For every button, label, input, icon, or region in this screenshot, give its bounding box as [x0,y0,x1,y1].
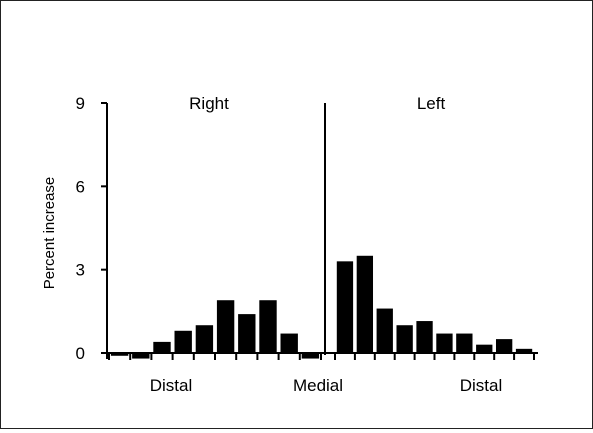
bar-left-4 [396,325,413,353]
bar-right-6 [216,300,235,353]
bar-right-2 [132,353,150,359]
bar-left-6 [436,333,453,353]
bar-left-9 [495,339,513,353]
axes [101,102,538,360]
y-tick-label: 3 [76,261,85,280]
bar-left-7 [456,333,473,353]
panel-label-left: Left [417,94,446,113]
x-label-medial-2: Medial [293,376,343,395]
bar-left-2 [356,255,374,353]
bar-right-10 [301,353,320,359]
panel-label-right: Right [189,94,229,113]
x-label-distal-1: Distal [150,376,193,395]
bar-right-8 [259,300,277,353]
bar-left-5 [416,321,433,353]
bar-right-1 [110,353,129,356]
bar-right-3 [153,341,171,353]
y-tick-label: 0 [76,344,85,363]
labels: 0 3 6 9 Percent increase Right Left Distal Media… [41,94,502,395]
x-label-distal-3: Distal [460,376,503,395]
bar-right-9 [280,333,298,353]
bar-left-3 [376,308,393,353]
y-tick-label: 6 [76,177,85,196]
bar-left-10 [515,348,533,353]
bar-right-5 [195,325,214,353]
y-tick-label: 9 [76,94,85,113]
bar-right-4 [174,330,192,353]
bar-left-1 [336,261,354,353]
bar-right-7 [238,314,256,353]
bar-left-8 [476,344,493,353]
y-axis-label: Percent increase [41,177,58,290]
bars [110,255,533,359]
